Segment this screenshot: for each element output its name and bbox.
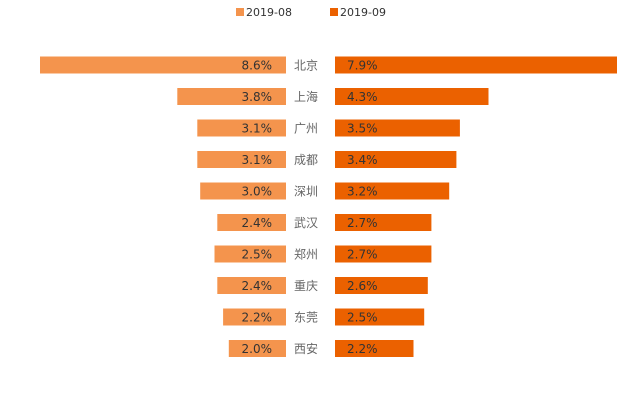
value-label-2019-08-9: 2.0% xyxy=(242,342,273,356)
bar-2019-08-3[interactable] xyxy=(197,151,286,168)
bar-2019-09-6[interactable] xyxy=(335,245,432,263)
bar-2019-08-1[interactable] xyxy=(177,88,286,105)
category-label-9: 西安 xyxy=(294,341,318,356)
value-label-2019-08-5: 2.4% xyxy=(242,216,273,230)
value-label-2019-09-0: 7.9% xyxy=(347,59,378,73)
value-label-2019-08-6: 2.5% xyxy=(242,248,273,262)
bar-2019-08-6[interactable] xyxy=(214,245,287,263)
value-label-2019-09-7: 2.6% xyxy=(347,279,378,293)
value-label-2019-09-3: 3.4% xyxy=(347,153,378,167)
legend-label-0[interactable]: 2019-08 xyxy=(246,6,292,19)
legend-swatch-0[interactable] xyxy=(236,8,244,16)
bar-2019-09-8[interactable] xyxy=(335,308,425,326)
value-label-2019-09-1: 4.3% xyxy=(347,90,378,104)
value-label-2019-08-0: 8.6% xyxy=(242,59,273,73)
bar-2019-08-5[interactable] xyxy=(217,214,286,231)
bar-2019-09-3[interactable] xyxy=(335,151,457,168)
category-label-0: 北京 xyxy=(294,59,318,73)
value-label-2019-09-9: 2.2% xyxy=(347,342,378,356)
bar-2019-09-4[interactable] xyxy=(335,182,450,200)
value-label-2019-09-4: 3.2% xyxy=(347,185,378,199)
bar-2019-08-2[interactable] xyxy=(197,119,286,137)
bar-2019-08-4[interactable] xyxy=(200,182,286,200)
legend-swatch-1[interactable] xyxy=(330,8,338,16)
value-label-2019-09-2: 3.5% xyxy=(347,122,378,136)
legend: 2019-08 2019-09 xyxy=(236,6,386,19)
value-label-2019-09-5: 2.7% xyxy=(347,216,378,230)
bar-2019-09-5[interactable] xyxy=(335,214,432,231)
value-label-2019-08-3: 3.1% xyxy=(242,153,273,167)
bar-2019-09-7[interactable] xyxy=(335,277,428,294)
bar-2019-09-2[interactable] xyxy=(335,119,460,137)
bar-2019-08-8[interactable] xyxy=(223,308,286,326)
labels: 8.6% 7.9% 北京 3.8% 4.3% 上海 3.1% 3.5% 广州 3.1% 3.4% 成都… xyxy=(242,59,378,357)
bar-2019-09-9[interactable] xyxy=(335,340,414,357)
legend-label-1[interactable]: 2019-09 xyxy=(340,6,386,19)
bar-2019-08-0[interactable] xyxy=(40,56,286,74)
category-label-7: 重庆 xyxy=(294,279,318,293)
category-label-6: 郑州 xyxy=(294,247,318,262)
category-label-8: 东莞 xyxy=(294,311,318,325)
bar-2019-09-0[interactable] xyxy=(335,56,617,74)
category-label-2: 广州 xyxy=(294,122,318,136)
category-label-4: 深圳 xyxy=(294,185,318,199)
value-label-2019-08-7: 2.4% xyxy=(242,279,273,293)
category-label-3: 成都 xyxy=(294,153,318,167)
value-label-2019-08-4: 3.0% xyxy=(242,185,273,199)
category-label-1: 上海 xyxy=(294,89,318,104)
bar-2019-08-9[interactable] xyxy=(228,340,286,357)
bars xyxy=(40,56,617,357)
value-label-2019-08-8: 2.2% xyxy=(242,311,273,325)
value-label-2019-09-6: 2.7% xyxy=(347,248,378,262)
category-label-5: 武汉 xyxy=(294,216,318,230)
value-label-2019-08-1: 3.8% xyxy=(242,90,273,104)
value-label-2019-09-8: 2.5% xyxy=(347,311,378,325)
bar-2019-08-7[interactable] xyxy=(217,277,286,294)
bar-2019-09-1[interactable] xyxy=(335,88,489,105)
value-label-2019-08-2: 3.1% xyxy=(242,122,273,136)
